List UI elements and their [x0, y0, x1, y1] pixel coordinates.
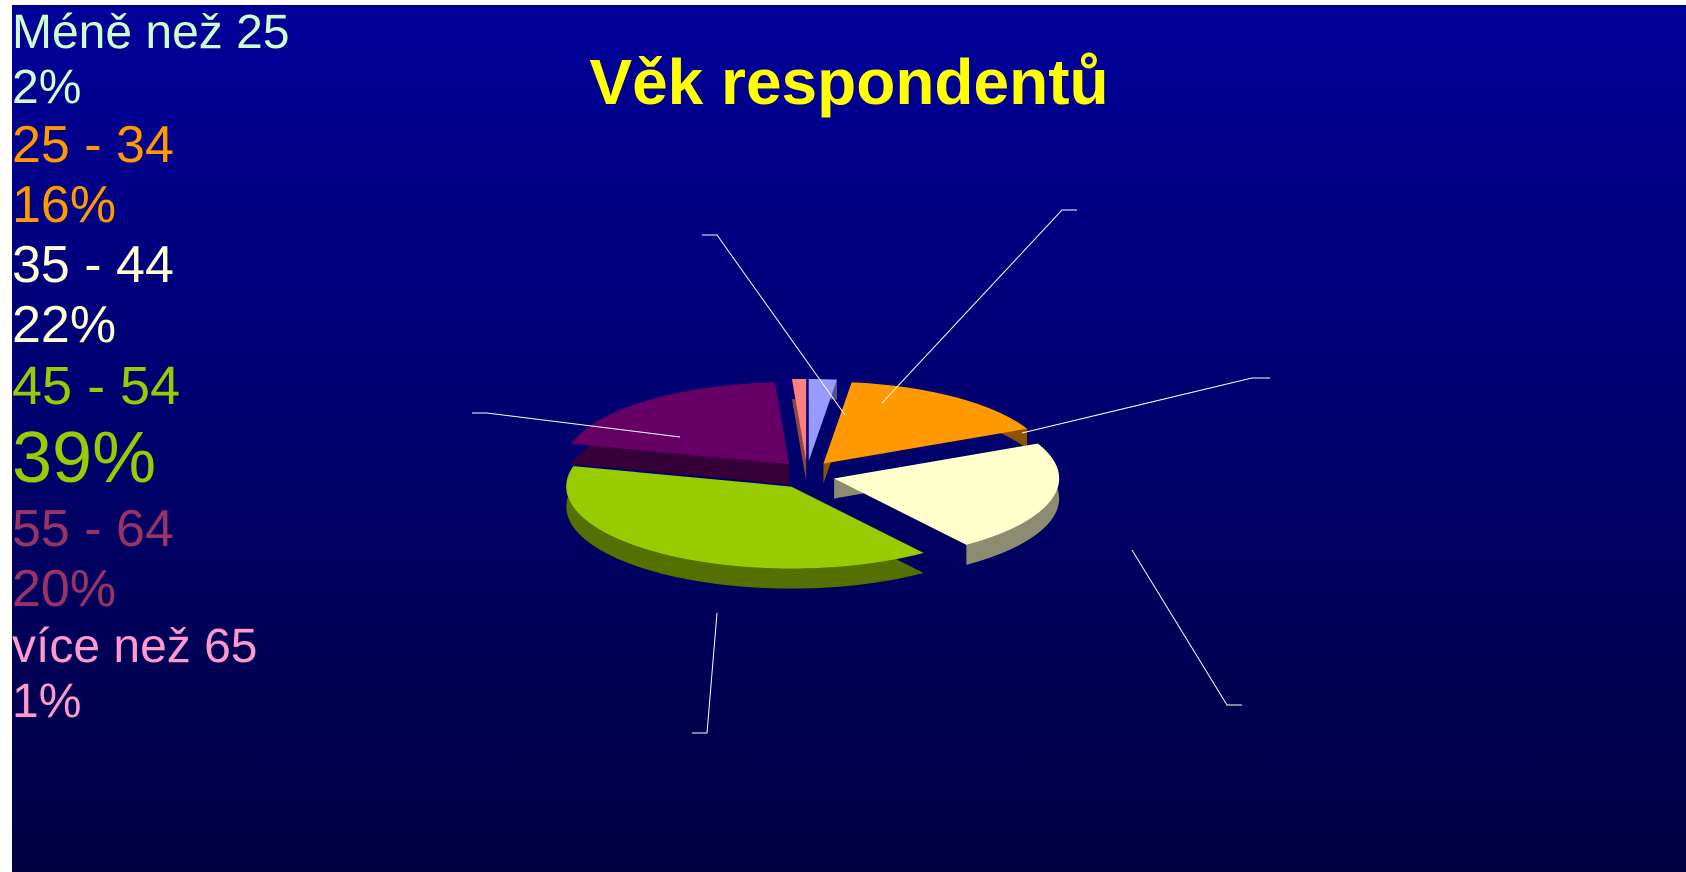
value-label: 39%: [12, 418, 157, 498]
leader-line: [881, 209, 1077, 404]
slide: Věk respondentů Méně než 25 2% 25 - 34 16% 3…: [12, 5, 1686, 872]
value-label: 1%: [12, 675, 82, 728]
slice-side: [566, 466, 924, 589]
data-label: Méně než 25 2%: [12, 5, 312, 115]
value-label: 2%: [12, 61, 82, 114]
data-label: více než 65 1%: [12, 619, 342, 729]
slice: [808, 379, 837, 462]
leader-line: [692, 612, 718, 734]
slice: [571, 382, 790, 465]
data-label: 25 - 34 16%: [12, 115, 312, 235]
leader-line: [1131, 549, 1242, 706]
value-label: 16%: [12, 176, 117, 234]
category-label: 35 - 44: [12, 236, 174, 294]
leader-line: [472, 412, 681, 438]
slice: [823, 382, 1028, 464]
leader-line: [702, 234, 846, 416]
chart: [472, 209, 1270, 734]
category-label: 25 - 34: [12, 116, 174, 174]
slice-side: [791, 379, 807, 482]
value-label: 22%: [12, 296, 117, 354]
data-label: 55 - 64 20%: [12, 499, 312, 619]
slice-side: [571, 382, 790, 485]
data-label: 35 - 44 22%: [12, 235, 312, 355]
data-label: 45 - 54 39%: [12, 355, 312, 499]
chart-title: Věk respondentů: [589, 46, 1109, 118]
category-label: více než 65: [12, 620, 258, 673]
leader-line: [1021, 377, 1270, 434]
slice: [791, 379, 807, 462]
slice: [566, 466, 924, 569]
value-label: 20%: [12, 560, 117, 618]
slice: [834, 443, 1060, 545]
category-label: 45 - 54: [12, 356, 181, 416]
category-label: 55 - 64: [12, 500, 174, 558]
category-label: Méně než 25: [12, 6, 290, 59]
